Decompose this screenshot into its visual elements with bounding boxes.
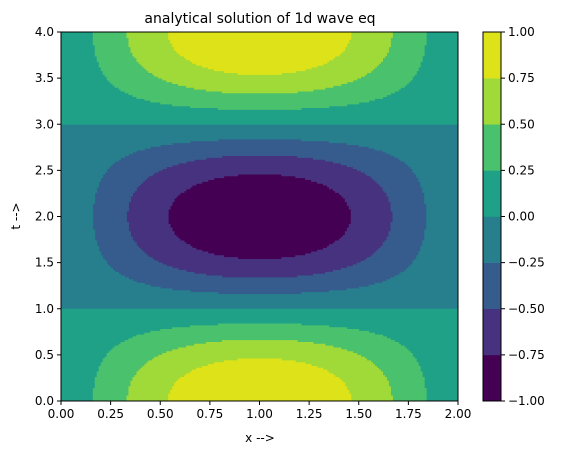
colorbar-band-2	[483, 262, 501, 310]
y-tick-label: 0.0	[35, 394, 54, 408]
colorbar-tick-label: −0.50	[508, 302, 545, 316]
x-axis-label: x -->	[245, 431, 275, 445]
x-tick-label: 1.50	[345, 407, 372, 421]
colorbar-band-3	[483, 216, 501, 263]
y-tick-label: 4.0	[35, 25, 54, 39]
colorbar-band-5	[483, 124, 501, 171]
x-tick-label: 1.75	[395, 407, 422, 421]
colorbar-tick-label: 0.25	[508, 163, 535, 177]
contour-band-5	[92, 32, 427, 402]
colorbar-tick-label: 0.50	[508, 117, 535, 131]
contour-plot-area	[60, 32, 459, 402]
y-axis-label: t -->	[9, 202, 23, 229]
colorbar-band-6	[483, 78, 501, 125]
colorbar-band-4	[483, 170, 501, 217]
x-tick-label: 1.00	[246, 407, 273, 421]
colorbar-band-1	[483, 308, 501, 356]
y-tick-label: 3.5	[35, 71, 54, 85]
contour-band-0	[168, 174, 352, 260]
x-tick-label: 0.25	[97, 407, 124, 421]
x-tick-label: 1.25	[296, 407, 323, 421]
contour-band-4	[60, 32, 459, 402]
colorbar-band-0	[483, 354, 501, 402]
colorbar-tick-label: 0.00	[508, 210, 535, 224]
y-tick-label: 1.0	[35, 302, 54, 316]
x-axis: 0.00 0.25 0.50 0.75 1.00 1.25 1.50 1.75 2.00	[48, 401, 472, 421]
x-tick-label: 0.75	[197, 407, 224, 421]
x-tick-label: 0.50	[147, 407, 174, 421]
y-tick-label: 3.0	[35, 117, 54, 131]
chart-title: analytical solution of 1d wave eq	[144, 11, 375, 27]
y-tick-label: 2.0	[35, 210, 54, 224]
y-axis: 0.0 0.5 1.0 1.5 2.0 2.5 3.0 3.5 4.0	[35, 25, 61, 408]
y-tick-label: 1.5	[35, 256, 54, 270]
colorbar-tick-label: −0.75	[508, 348, 545, 362]
colorbar-band-7	[483, 32, 501, 79]
colorbar-tick-label: −0.25	[508, 256, 545, 270]
colorbar-tick-label: 1.00	[508, 25, 535, 39]
y-tick-label: 2.5	[35, 163, 54, 177]
contour-band-6	[126, 32, 393, 402]
contour-band-3	[60, 124, 459, 310]
colorbar-tick-label: −1.00	[508, 394, 545, 408]
y-tick-label: 0.5	[35, 348, 54, 362]
x-tick-label: 0.00	[48, 407, 75, 421]
x-tick-label: 2.00	[445, 407, 472, 421]
colorbar-axis: −1.00 −0.75 −0.50 −0.25 0.00 0.25 0.50 0.75 1.00	[501, 25, 545, 408]
colorbar-tick-label: 0.75	[508, 71, 535, 85]
colorbar	[483, 32, 501, 402]
